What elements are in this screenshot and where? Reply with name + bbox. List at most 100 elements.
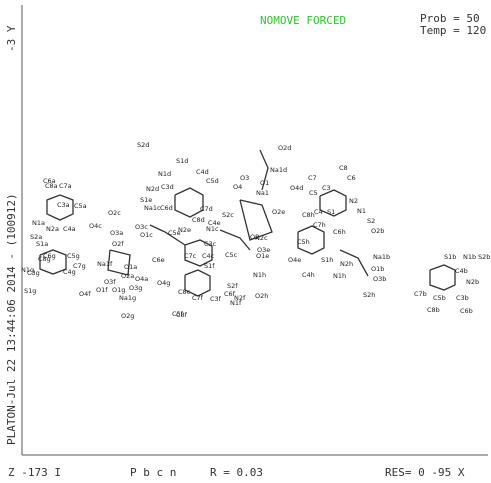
atom-label: S2h (363, 291, 375, 299)
atom-label: Na1f (97, 260, 113, 268)
atom-label: N2a (46, 225, 59, 233)
atom-label: C4g (63, 268, 76, 276)
atom-label: N1h (333, 272, 346, 280)
atom-label: C5 (309, 189, 318, 197)
atom-label: C4a (63, 225, 76, 233)
atom-label: N1c (206, 225, 219, 233)
atom-label: N2e (178, 226, 191, 234)
atom-label: S2d (137, 141, 149, 149)
atom-label: O4d (290, 184, 303, 192)
atom-label: C8h (302, 211, 315, 219)
atom-label: C7f (192, 294, 204, 302)
atom-label: N1b (463, 253, 476, 261)
atom-label: Na1d (270, 166, 287, 174)
atom-label: C3f (210, 295, 222, 303)
atom-label: O2e (272, 208, 285, 216)
atom-label: O3f (104, 278, 116, 286)
z-info: Z -173 I (8, 466, 61, 479)
atom-label: S1h (321, 256, 333, 264)
atom-label: O4f (79, 290, 91, 298)
atom-label: C5a (74, 202, 87, 210)
atom-label: O4c (89, 222, 102, 230)
atom-label: C3c (204, 240, 217, 248)
atom-label: C6e (152, 256, 165, 264)
atom-label: C4b (455, 267, 468, 275)
atom-label: C7h (313, 221, 326, 229)
atom-label: S2f (227, 282, 238, 290)
atom-label: O2c (108, 209, 121, 217)
atom-label: O3c (135, 223, 148, 231)
mode: NOMOVE FORCED (260, 14, 346, 27)
atom-label: O1c (140, 231, 153, 239)
atom-label: N2d (146, 185, 159, 193)
res-info: RES= 0 -95 X (385, 466, 465, 479)
atom-label: C8b (427, 306, 440, 314)
atom-label: N2f (234, 294, 246, 302)
atom-label: C3a (57, 201, 70, 209)
atom-label: C5g (67, 252, 80, 260)
atom-label: O4g (157, 279, 170, 287)
atom-label: C7a (59, 182, 72, 190)
atom-label: C5b (433, 294, 446, 302)
background (0, 0, 491, 483)
atom-label: O2a (121, 272, 134, 280)
atom-label: C3b (456, 294, 469, 302)
atom-label: O2d (278, 144, 291, 152)
atom-label: S2b (478, 253, 490, 261)
atom-label: C7b (414, 290, 427, 298)
atom-label: C5c (225, 251, 238, 259)
atom-label: S1f (204, 262, 215, 270)
atom-label: O2 (250, 233, 259, 241)
atom-label: C4 (314, 208, 323, 216)
atom-label: C8d (192, 216, 205, 224)
atom-label: C8c (178, 288, 191, 296)
atom-label: C3 (322, 184, 331, 192)
atom-label: N1a (32, 219, 45, 227)
atom-label: N2 (349, 197, 358, 205)
atom-label: C7d (200, 205, 213, 213)
atom-label: S1d (176, 157, 188, 165)
atom-label: O4e (288, 256, 301, 264)
atom-label: S1e (140, 196, 152, 204)
atom-label: S1a (36, 240, 48, 248)
atom-label: C4h (302, 271, 315, 279)
atom-label: N1h (253, 271, 266, 279)
atom-label: N2h (340, 260, 353, 268)
atom-label: N1d (158, 170, 171, 178)
space-group: P b c n (130, 466, 176, 479)
atom-label: O3 (240, 174, 249, 182)
atom-label: N1g (21, 266, 34, 274)
atom-label: O4a (135, 275, 148, 283)
atom-label: O2g (121, 312, 134, 320)
platon-plot: NOMOVE FORCED Prob = 50 Temp = 120 -3 Y … (0, 0, 491, 483)
atom-label: Na1c (144, 204, 161, 212)
atom-label: S1b (444, 253, 456, 261)
atom-label: Na1g (119, 294, 136, 302)
atom-label: S1g (24, 287, 36, 295)
atom-label: O1f (96, 286, 108, 294)
atom-label: Na1 (256, 189, 269, 197)
atom-label: O1 (260, 179, 269, 187)
atom-label: C6b (460, 307, 473, 315)
axis-label: -3 Y (5, 25, 18, 52)
atom-label: C6h (333, 228, 346, 236)
atom-label: C4c (202, 252, 215, 260)
atom-label: S1 (327, 208, 335, 216)
atom-label: C8a (45, 182, 58, 190)
atom-label: C8 (339, 164, 348, 172)
r-factor: R = 0.03 (210, 466, 263, 479)
atom-label: S2 (367, 217, 375, 225)
atom-label: N1 (357, 207, 366, 215)
atom-label: O2b (371, 227, 384, 235)
atom-label: N2b (466, 278, 479, 286)
atom-label: C5f (172, 310, 184, 318)
atom-label: O3g (129, 284, 142, 292)
atom-label: C7c (184, 252, 197, 260)
atom-label: O1g (112, 286, 125, 294)
atom-label: Na1b (373, 253, 390, 261)
atom-label: C8g (38, 255, 51, 263)
atom-label: C5h (297, 238, 310, 246)
atom-label: S2c (222, 211, 234, 219)
atom-label: C7 (308, 174, 317, 182)
atom-label: C6 (347, 174, 356, 182)
